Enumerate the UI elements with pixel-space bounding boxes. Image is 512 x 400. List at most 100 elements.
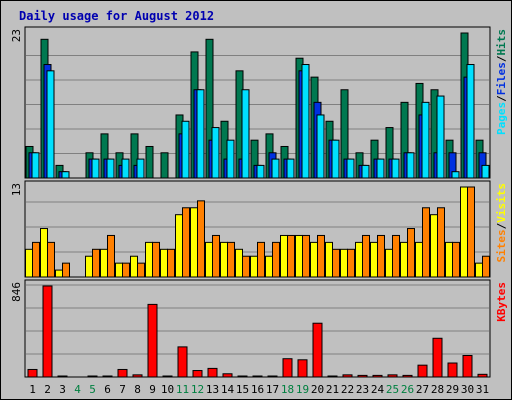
bar-pages-day-29 xyxy=(451,171,460,179)
bar-sites-day-26 xyxy=(407,228,415,278)
bar-visits-day-27 xyxy=(415,241,423,278)
bar-kbytes-day-28 xyxy=(432,337,443,378)
bar-sites-day-29 xyxy=(452,241,460,278)
bar-pages-day-2 xyxy=(46,70,55,179)
bar-sites-day-24 xyxy=(377,234,385,278)
bar-pages-day-25 xyxy=(391,158,400,179)
bar-visits-day-25 xyxy=(385,248,393,278)
bar-kbytes-day-3 xyxy=(57,375,68,378)
ymax-label-hits-files-pages: 23 xyxy=(10,29,23,42)
bar-visits-day-5 xyxy=(85,255,93,278)
ymax-label-visits-sites: 13 xyxy=(10,183,23,196)
bar-sites-day-20 xyxy=(317,234,325,278)
bar-kbytes-day-17 xyxy=(267,375,278,378)
bar-pages-day-7 xyxy=(121,158,130,179)
bar-pages-day-23 xyxy=(361,164,370,179)
bar-pages-day-28 xyxy=(436,95,445,179)
bar-sites-day-31 xyxy=(482,255,490,278)
bar-kbytes-day-23 xyxy=(357,374,368,378)
bar-pages-day-27 xyxy=(421,101,430,179)
bar-visits-day-13 xyxy=(205,241,213,278)
bar-kbytes-day-12 xyxy=(192,370,203,378)
bar-visits-day-3 xyxy=(55,269,63,278)
bar-kbytes-day-5 xyxy=(87,375,98,378)
legend-kbytes: KBytes xyxy=(495,282,508,322)
bar-sites-day-7 xyxy=(122,262,130,278)
x-tick-label-day-15: 15 xyxy=(236,383,249,396)
bar-kbytes-day-22 xyxy=(342,374,353,378)
bar-kbytes-day-20 xyxy=(312,322,323,378)
bar-sites-day-6 xyxy=(107,234,115,278)
legend-hits: Hits xyxy=(495,29,508,56)
bar-sites-day-1 xyxy=(32,241,40,278)
bar-sites-day-3 xyxy=(62,262,70,278)
x-tick-label-day-24: 24 xyxy=(371,383,385,396)
bar-kbytes-day-29 xyxy=(447,362,458,378)
bar-kbytes-day-19 xyxy=(297,359,308,378)
bar-pages-day-30 xyxy=(466,64,475,179)
bar-pages-day-17 xyxy=(271,158,280,179)
legend-hits-files-pages: Pages/Files/Hits xyxy=(495,29,508,135)
bar-sites-day-30 xyxy=(467,186,475,278)
x-tick-label-day-12: 12 xyxy=(191,383,204,396)
bar-visits-day-6 xyxy=(100,248,108,278)
x-tick-label-day-17: 17 xyxy=(266,383,279,396)
bar-visits-day-8 xyxy=(130,255,138,278)
x-tick-label-day-27: 27 xyxy=(416,383,429,396)
x-tick-label-day-4: 4 xyxy=(74,383,81,396)
bar-visits-day-15 xyxy=(235,248,243,278)
bar-kbytes-day-7 xyxy=(117,368,128,378)
bar-pages-day-22 xyxy=(346,158,355,179)
bar-pages-day-31 xyxy=(481,164,490,179)
x-tick-label-day-1: 1 xyxy=(29,383,36,396)
bar-pages-day-5 xyxy=(91,158,100,179)
bar-sites-day-14 xyxy=(227,241,235,278)
bar-kbytes-day-10 xyxy=(162,375,173,378)
bar-pages-day-12 xyxy=(196,89,205,179)
bar-visits-day-30 xyxy=(460,186,468,278)
x-tick-label-day-16: 16 xyxy=(251,383,264,396)
bar-visits-day-9 xyxy=(145,241,153,278)
x-tick-label-day-10: 10 xyxy=(161,383,174,396)
panel-box-kbytes xyxy=(24,279,491,378)
bar-pages-day-24 xyxy=(376,158,385,179)
bar-sites-day-9 xyxy=(152,241,160,278)
bar-visits-day-14 xyxy=(220,241,228,278)
bar-pages-day-19 xyxy=(301,64,310,179)
bar-pages-day-3 xyxy=(61,171,70,179)
bar-pages-day-8 xyxy=(136,158,145,179)
bar-sites-day-10 xyxy=(167,248,175,278)
ymax-label-kbytes: 846 xyxy=(10,282,23,302)
bar-visits-day-19 xyxy=(295,234,303,278)
bar-kbytes-day-30 xyxy=(462,354,473,378)
bar-kbytes-day-15 xyxy=(237,375,248,378)
bar-sites-day-13 xyxy=(212,234,220,278)
bar-visits-day-2 xyxy=(40,228,48,278)
bar-visits-day-1 xyxy=(25,248,33,278)
bar-kbytes-day-16 xyxy=(252,375,263,378)
bar-sites-day-11 xyxy=(182,207,190,278)
x-tick-label-day-19: 19 xyxy=(296,383,309,396)
bar-kbytes-day-26 xyxy=(402,374,413,378)
bar-visits-day-11 xyxy=(175,214,183,278)
x-tick-label-day-29: 29 xyxy=(446,383,459,396)
x-tick-label-day-26: 26 xyxy=(401,383,414,396)
bar-visits-day-17 xyxy=(265,255,273,278)
bar-visits-day-12 xyxy=(190,207,198,278)
bar-pages-day-11 xyxy=(181,120,190,179)
bar-pages-day-18 xyxy=(286,158,295,179)
bar-pages-day-6 xyxy=(106,158,115,179)
bar-pages-day-1 xyxy=(31,152,40,179)
bar-visits-day-7 xyxy=(115,262,123,278)
bar-kbytes-day-1 xyxy=(27,368,38,378)
bar-pages-day-13 xyxy=(211,127,220,179)
bar-visits-day-21 xyxy=(325,241,333,278)
x-tick-label-day-6: 6 xyxy=(104,383,111,396)
bar-sites-day-2 xyxy=(47,241,55,278)
legend-separator: / xyxy=(495,95,508,102)
x-tick-label-day-23: 23 xyxy=(356,383,369,396)
bar-kbytes-day-25 xyxy=(387,374,398,378)
bar-pages-day-26 xyxy=(406,152,415,179)
bar-visits-day-10 xyxy=(160,248,168,278)
